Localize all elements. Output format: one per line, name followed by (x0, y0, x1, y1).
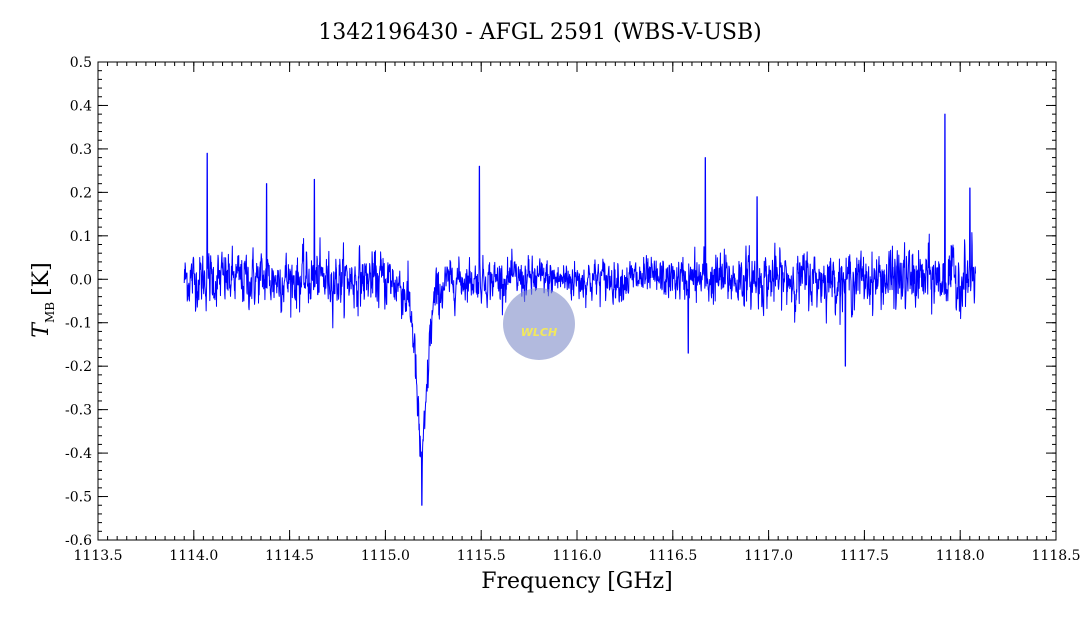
y-tick-label: 0.0 (70, 272, 92, 288)
chart-title: 1342196430 - AFGL 2591 (WBS-V-USB) (318, 20, 761, 45)
x-tick-label: 1117.5 (840, 548, 889, 564)
y-tick-label: 0.3 (70, 142, 92, 158)
y-tick-label: 0.4 (70, 98, 92, 114)
x-tick-label: 1115.5 (457, 548, 506, 564)
y-axis-subscript: MB (43, 302, 57, 323)
logo-text: WLCH (521, 326, 557, 339)
hifi-logo-watermark: WLCH (503, 288, 575, 360)
y-tick-label: 0.5 (70, 55, 92, 71)
y-tick-label: -0.3 (65, 403, 92, 419)
y-tick-label: 0.1 (70, 229, 92, 245)
x-tick-label: 1116.0 (553, 548, 602, 564)
x-tick-label: 1114.0 (169, 548, 218, 564)
y-axis-unit: [K] (29, 262, 54, 296)
plot-frame (97, 61, 1057, 541)
spectrum-line (183, 113, 977, 506)
x-tick-label: 1118.5 (1032, 548, 1080, 564)
x-axis-label: Frequency [GHz] (481, 569, 673, 594)
y-tick-label: 0.2 (70, 185, 92, 201)
y-axis-label: TMB [K] (29, 262, 57, 337)
axis-ticks (97, 61, 1057, 541)
x-tick-label: 1113.5 (74, 548, 123, 564)
axis-tick-labels: 1113.5 1114.0 1114.5 1115.0 1115.5 1116.0 1116… (65, 55, 1080, 564)
y-tick-label: -0.4 (65, 446, 92, 462)
y-tick-label: -0.6 (65, 533, 92, 549)
y-tick-label: -0.5 (65, 490, 92, 506)
logo-circle (503, 288, 575, 360)
x-tick-label: 1117.0 (744, 548, 793, 564)
x-tick-label: 1114.5 (265, 548, 314, 564)
x-tick-label: 1115.0 (361, 548, 410, 564)
y-tick-label: -0.1 (65, 316, 92, 332)
y-tick-label: -0.2 (65, 359, 92, 375)
x-tick-label: 1116.5 (648, 548, 697, 564)
y-axis-symbol: T (29, 321, 54, 338)
x-tick-label: 1118.0 (936, 548, 985, 564)
